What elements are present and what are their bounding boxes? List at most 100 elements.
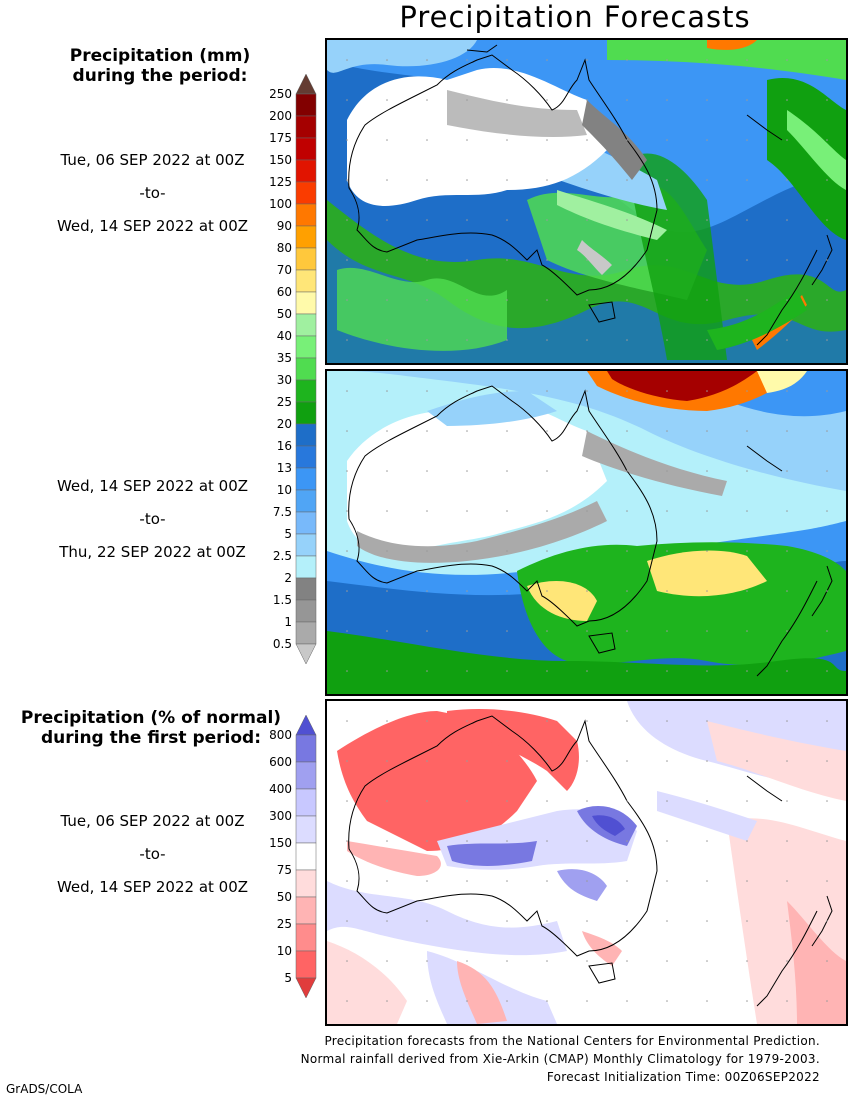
mm-scale-swatch [295,137,317,161]
mm-scale-swatch [295,225,317,249]
mm-scale-tick-label: 35 [277,351,292,365]
mm-scale-swatch [295,313,317,337]
pct-scale-swatch [295,923,317,952]
pct-scale-tick-label: 10 [277,944,292,958]
mm-scale-top-arrow [295,73,317,95]
mm-scale-swatch [295,511,317,535]
period-2-label: Wed, 14 SEP 2022 at 00Z -to- Thu, 22 SEP… [30,476,275,575]
pct-scale-swatch [295,950,317,979]
week2-precip-map [327,371,846,694]
pct-scale-tick-label: 400 [269,782,292,796]
mm-scale-swatch [295,445,317,469]
pct-legend-title-line2: during the first period: [40,728,262,748]
pct-scale-swatch [295,842,317,871]
pct-scale-swatch [295,869,317,898]
pct-scale-bottom-arrow [295,977,317,999]
pct-scale-tick-label: 300 [269,809,292,823]
mm-scale-swatch [295,115,317,139]
pct-scale-swatch [295,788,317,817]
pct-scale-swatch [295,734,317,763]
grads-credit: GrADS/COLA [6,1082,83,1096]
mm-scale-tick-label: 250 [269,87,292,101]
pct-scale-swatch [295,896,317,925]
mm-scale-swatch [295,269,317,293]
mm-scale-swatch [295,577,317,601]
period-1-sep: -to- [139,184,166,202]
mm-scale-swatch [295,621,317,645]
mm-scale-tick-label: 100 [269,197,292,211]
pct-legend-title: Precipitation (% of normal) during the f… [15,708,287,748]
footer-line-3: Forecast Initialization Time: 00Z06SEP20… [546,1070,820,1084]
map-panel-week1-precip [325,38,848,365]
mm-scale-swatch [295,599,317,623]
mm-scale-tick-label: 10 [277,483,292,497]
percent-normal-map [327,701,846,1024]
mm-scale-tick-label: 70 [277,263,292,277]
mm-scale-swatch [295,203,317,227]
pct-scale-swatch [295,761,317,790]
mm-scale-tick-label: 150 [269,153,292,167]
mm-scale-tick-label: 60 [277,285,292,299]
mm-scale-tick-label: 200 [269,109,292,123]
mm-scale-tick-label: 2.5 [273,549,292,563]
pct-scale-tick-label: 150 [269,836,292,850]
week1-precip-map [327,40,846,363]
mm-legend-title: Precipitation (mm) during the period: [40,46,280,86]
mm-scale-tick-label: 2 [284,571,292,585]
pct-scale-tick-label: 800 [269,728,292,742]
mm-scale-tick-label: 1.5 [273,593,292,607]
pct-scale-tick-label: 5 [284,971,292,985]
mm-scale-tick-label: 40 [277,329,292,343]
pct-legend-title-line1: Precipitation (% of normal) [20,708,282,728]
map-panel-week2-precip [325,369,848,696]
period-3-start: Tue, 06 SEP 2022 at 00Z [60,812,245,830]
period-2-end: Thu, 22 SEP 2022 at 00Z [59,543,246,561]
footer-line-2: Normal rainfall derived from Xie-Arkin (… [300,1052,820,1066]
mm-scale-tick-label: 80 [277,241,292,255]
map-panel-percent-normal [325,699,848,1026]
mm-scale-swatch [295,533,317,557]
mm-scale-tick-label: 7.5 [273,505,292,519]
mm-scale-tick-label: 125 [269,175,292,189]
mm-scale-tick-label: 5 [284,527,292,541]
mm-legend-title-line2: during the period: [72,66,248,86]
mm-scale-swatch [295,181,317,205]
mm-scale-swatch [295,357,317,381]
mm-scale-swatch [295,467,317,491]
mm-scale-swatch [295,93,317,117]
mm-legend-title-line1: Precipitation (mm) [69,46,251,66]
pct-scale-tick-label: 75 [277,863,292,877]
mm-scale-tick-label: 50 [277,307,292,321]
mm-scale-swatch [295,159,317,183]
pct-scale-tick-label: 50 [277,890,292,904]
pct-color-scale: 5 10 25 50 75 150 300 400 600 800 [269,715,317,999]
mm-scale-tick-label: 175 [269,131,292,145]
mm-scale-tick-label: 90 [277,219,292,233]
mm-scale-swatch [295,423,317,447]
mm-scale-bottom-arrow [295,643,317,665]
mm-scale-tick-label: 0.5 [273,637,292,651]
mm-color-scale: 0.5 1 1.5 2 2.5 5 7.5 10 13 16 20 25 30 35 40 50 60 70 80 9… [269,73,317,665]
mm-scale-tick-label: 30 [277,373,292,387]
mm-scale-swatch [295,291,317,315]
period-1-start: Tue, 06 SEP 2022 at 00Z [60,151,245,169]
mm-scale-swatch [295,555,317,579]
mm-scale-swatch [295,401,317,425]
period-3-sep: -to- [139,845,166,863]
mm-scale-swatch [295,247,317,271]
period-2-sep: -to- [139,510,166,528]
mm-scale-swatch [295,379,317,403]
mm-scale-tick-label: 20 [277,417,292,431]
pct-scale-tick-label: 600 [269,755,292,769]
page-title: Precipitation Forecasts [399,0,751,34]
mm-scale-tick-label: 1 [284,615,292,629]
mm-scale-tick-label: 16 [277,439,292,453]
period-1-end: Wed, 14 SEP 2022 at 00Z [56,217,249,235]
mm-scale-swatch [295,489,317,513]
footer-line-1: Precipitation forecasts from the Nationa… [324,1034,820,1048]
period-3-label: Tue, 06 SEP 2022 at 00Z -to- Wed, 14 SEP… [30,811,275,910]
pct-scale-tick-label: 25 [277,917,292,931]
mm-scale-swatch [295,335,317,359]
pct-scale-swatch [295,815,317,844]
mm-scale-tick-label: 13 [277,461,292,475]
